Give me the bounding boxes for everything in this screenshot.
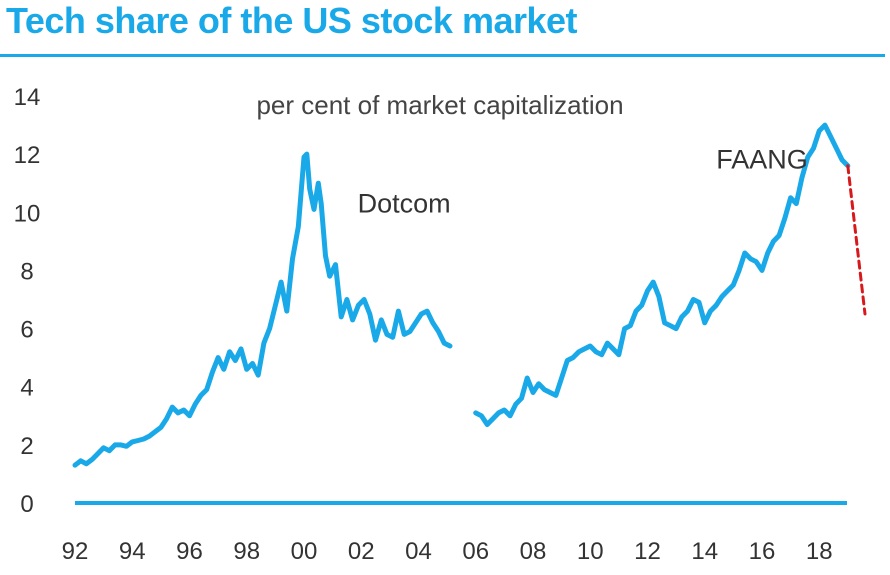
y-axis: 0 2 4 6 8 10 12 14 (14, 84, 41, 518)
annotations: Dotcom FAANG (358, 145, 808, 219)
y-tick-label-8: 8 (20, 258, 33, 285)
series-lines (72, 122, 867, 468)
chart-subtitle: per cent of market capitalization (256, 90, 623, 120)
y-tick-label-0: 0 (20, 491, 33, 518)
x-tick-label-94: 94 (119, 538, 146, 565)
y-tick-label-10: 10 (14, 200, 41, 227)
x-tick-label-98: 98 (233, 538, 260, 565)
series-line-2 (473, 122, 851, 427)
x-tick-label-92: 92 (62, 538, 89, 565)
x-tick-label-00: 00 (291, 538, 318, 565)
y-tick-label-4: 4 (20, 375, 33, 402)
annotation-faang: FAANG (716, 145, 808, 175)
x-tick-label-04: 04 (405, 538, 432, 565)
annotation-dotcom: Dotcom (358, 188, 451, 218)
projected-drop-line (846, 164, 867, 316)
y-tick-label-14: 14 (14, 84, 41, 111)
y-tick-label-12: 12 (14, 142, 41, 169)
y-tick-label-2: 2 (20, 433, 33, 460)
y-tick-label-6: 6 (20, 317, 33, 344)
x-tick-label-16: 16 (749, 538, 776, 565)
x-tick-label-02: 02 (348, 538, 375, 565)
x-axis: 92 94 96 98 00 02 04 06 08 10 12 14 16 18 (62, 538, 833, 565)
x-tick-label-18: 18 (806, 538, 833, 565)
chart-title: Tech share of the US stock market (6, 0, 578, 41)
x-tick-label-14: 14 (691, 538, 718, 565)
x-tick-label-96: 96 (176, 538, 203, 565)
title-underline (0, 54, 885, 57)
series-line-1 (72, 151, 453, 468)
x-tick-label-06: 06 (462, 538, 489, 565)
x-tick-label-12: 12 (634, 538, 661, 565)
x-tick-label-08: 08 (520, 538, 547, 565)
x-tick-label-10: 10 (577, 538, 604, 565)
